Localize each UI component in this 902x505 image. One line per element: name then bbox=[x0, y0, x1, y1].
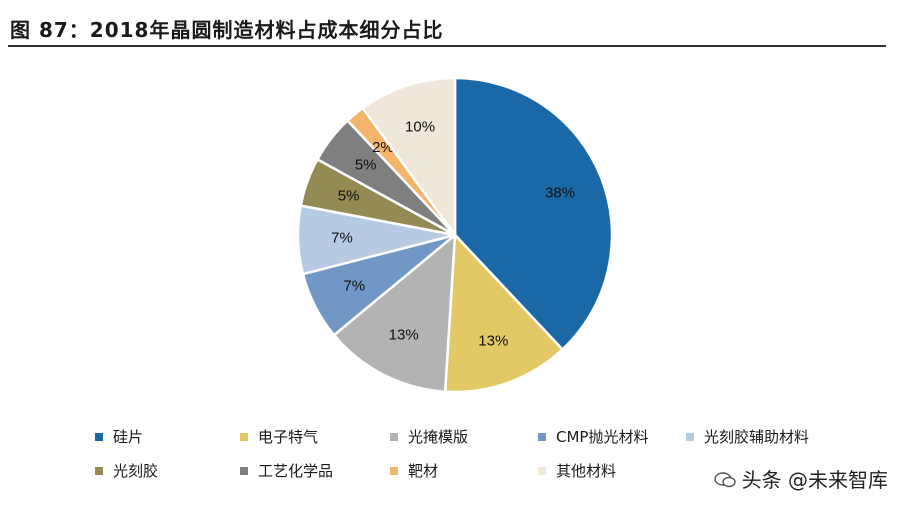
pie-slice-8 bbox=[360, 76, 457, 239]
slice-value-label-8: 10% bbox=[405, 118, 435, 135]
slice-value-label-6: 5% bbox=[355, 157, 377, 174]
watermark-logo-icon bbox=[713, 470, 736, 488]
slice-value-label-2: 13% bbox=[389, 327, 419, 344]
title-divider bbox=[8, 45, 886, 47]
slice-value-label-5: 5% bbox=[338, 188, 360, 205]
pie-slice-0 bbox=[453, 76, 614, 352]
slice-value-label-0: 38% bbox=[545, 184, 575, 201]
pie-slice-1 bbox=[443, 232, 565, 394]
slice-value-label-3: 7% bbox=[343, 277, 365, 294]
chart-title: 图 87：2018年晶圆制造材料占成本细分占比 bbox=[10, 18, 444, 42]
slice-value-label-1: 13% bbox=[478, 332, 508, 349]
pie-slice-2 bbox=[332, 232, 457, 394]
watermark: 头条 @未来智库 bbox=[713, 464, 888, 493]
watermark-text: 头条 @未来智库 bbox=[741, 468, 888, 492]
slice-value-label-4: 7% bbox=[331, 230, 353, 247]
